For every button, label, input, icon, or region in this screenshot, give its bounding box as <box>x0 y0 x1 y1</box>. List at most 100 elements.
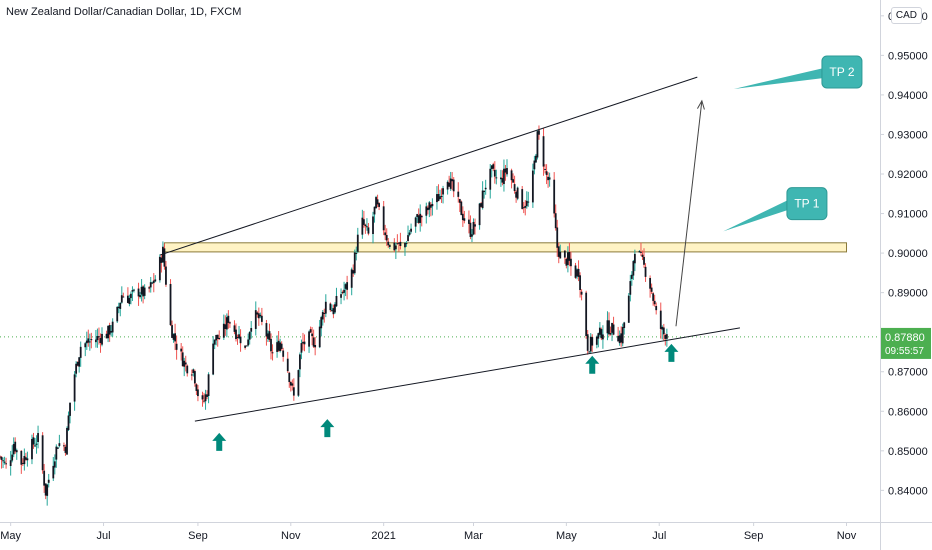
candle-body <box>21 462 24 464</box>
candle-body <box>323 312 326 314</box>
candle-body <box>190 374 193 376</box>
candle-body <box>52 465 55 479</box>
candle-body <box>664 335 667 339</box>
candle-body <box>611 322 613 333</box>
candle-body <box>256 312 259 315</box>
candle-body <box>570 258 572 267</box>
candle-body <box>650 287 653 292</box>
y-tick-label: 0.95000 <box>888 50 928 62</box>
candle-body <box>308 331 310 347</box>
upper-trendline[interactable] <box>159 76 698 256</box>
x-tick-label: 2021 <box>371 530 395 542</box>
candle-body <box>143 287 146 296</box>
resistance-zone[interactable] <box>163 242 848 253</box>
candle-body <box>618 335 621 344</box>
candle-body <box>107 325 109 339</box>
candle-body <box>545 171 548 175</box>
candle-body <box>652 293 655 301</box>
candle-body <box>300 343 303 353</box>
candle-body <box>12 444 15 455</box>
trendlines-layer[interactable] <box>159 76 741 422</box>
candles-layer <box>0 125 668 506</box>
candle-body <box>588 351 591 353</box>
candle-body <box>385 234 388 241</box>
candle-body <box>79 346 82 358</box>
callout-box[interactable] <box>786 187 828 221</box>
candle-body <box>446 181 449 190</box>
candle-body <box>420 215 423 218</box>
callout-box[interactable] <box>821 55 863 89</box>
candle-body <box>410 228 412 232</box>
candle-body <box>152 280 155 284</box>
candle-body <box>472 221 475 235</box>
candle-body <box>542 136 545 167</box>
candle-body <box>277 340 280 351</box>
candle-body <box>439 196 441 200</box>
callout-label: TP 1 <box>794 197 819 211</box>
last-price-tag[interactable] <box>881 327 931 359</box>
candle-body <box>324 301 327 314</box>
callouts-layer[interactable]: TP 1 TP 2 <box>723 55 863 232</box>
candle-body <box>644 266 647 277</box>
candle-body <box>126 295 129 303</box>
candle-body <box>222 323 225 338</box>
candle-body <box>355 252 358 254</box>
candle-body <box>361 217 364 235</box>
candle-body <box>172 334 175 340</box>
candle-body <box>440 195 443 197</box>
x-tick-label: Mar <box>464 530 483 542</box>
candle-body <box>585 292 588 336</box>
candle-body <box>458 199 461 203</box>
candle-body <box>481 190 484 209</box>
candle-body <box>364 224 367 227</box>
candle-body <box>580 291 583 295</box>
candle-body <box>213 339 216 345</box>
candle-body <box>471 234 473 237</box>
up-arrow-icon[interactable] <box>664 343 679 362</box>
candle-body <box>116 306 119 322</box>
up-arrow-icon[interactable] <box>212 432 227 451</box>
lower-trendline[interactable] <box>194 327 741 422</box>
candle-body <box>586 334 589 351</box>
candle-body <box>513 184 516 191</box>
markers-layer[interactable] <box>212 343 679 451</box>
candle-body <box>312 337 315 347</box>
candle-body <box>329 303 332 311</box>
zone-layer[interactable] <box>163 242 848 253</box>
candle-body <box>280 343 283 349</box>
candle-body <box>341 292 344 294</box>
candle-body <box>378 203 381 207</box>
candle-body <box>504 168 507 173</box>
candle-body <box>493 169 496 177</box>
callout-pointer <box>733 67 824 89</box>
candle-body <box>632 261 635 276</box>
candle-body <box>215 335 218 341</box>
candle-body <box>416 214 419 218</box>
candle-body <box>661 326 664 330</box>
candle-body <box>649 277 652 289</box>
currency-badge[interactable]: CAD <box>890 7 922 24</box>
candle-body <box>20 450 23 465</box>
callout-label: TP 2 <box>829 65 854 79</box>
up-arrow-icon[interactable] <box>320 419 335 438</box>
candle-body <box>88 341 91 343</box>
candle-body <box>397 242 400 244</box>
candle-body <box>309 329 312 333</box>
candle-body <box>577 268 580 277</box>
projection-arrow-line[interactable] <box>675 100 703 327</box>
candle-body <box>43 470 46 486</box>
price-axis-panel[interactable] <box>880 0 932 550</box>
candle-body <box>334 304 336 313</box>
candle-body <box>218 337 221 340</box>
candle-body <box>111 321 114 333</box>
candle-body <box>501 178 504 183</box>
candle-body <box>0 456 1 458</box>
candle-body <box>463 218 466 221</box>
candle-body <box>171 325 173 338</box>
candle-body <box>484 187 487 190</box>
candle-body <box>612 324 615 335</box>
candle-body <box>621 327 624 344</box>
up-arrow-icon[interactable] <box>585 355 600 374</box>
candle-body <box>282 350 285 357</box>
